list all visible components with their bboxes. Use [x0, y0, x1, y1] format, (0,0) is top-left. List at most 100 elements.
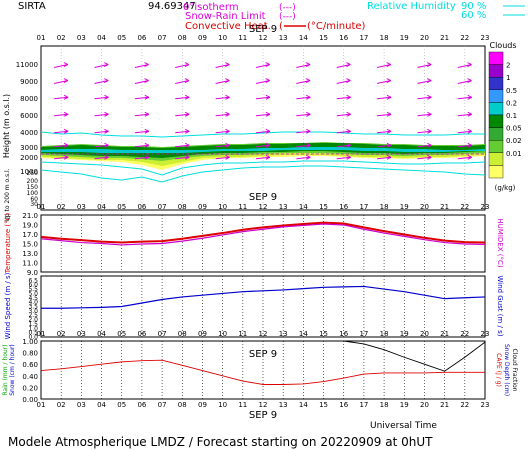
wind-arrow-head — [144, 62, 149, 67]
hour-tick-label: 07 — [158, 203, 167, 211]
temp-tick-label: 13.0 — [22, 250, 38, 258]
wind-arrow-head — [386, 142, 392, 148]
date-label: SEP 9 — [249, 410, 277, 421]
snowrain-dash: (---) — [279, 12, 296, 22]
snow-axis-label: Snow (cm / hour) — [9, 344, 16, 396]
lowlevel-tick-label: 250 — [27, 170, 39, 177]
hour-tick-label: 04 — [97, 401, 106, 409]
wind-tick-label: 5.5 — [28, 286, 38, 293]
wind-arrow-head — [144, 111, 150, 117]
wind-arrow-head — [306, 128, 311, 134]
hour-tick-label: 16 — [339, 203, 348, 211]
colorbar-swatch — [488, 64, 504, 78]
hour-tick-label: 13 — [279, 401, 288, 409]
hour-tick-label: 05 — [117, 203, 126, 211]
isotherm-label: 0°isotherm — [183, 2, 239, 13]
wind-arrow — [417, 64, 432, 68]
wind-arrow — [417, 156, 432, 160]
hour-tick-label: 14 — [299, 401, 308, 409]
hour-tick-label: 18 — [380, 34, 389, 42]
colorbar-swatch — [488, 51, 504, 65]
hour-tick-label: 10 — [218, 203, 227, 211]
rain-tick-label: 0.40 — [22, 373, 38, 381]
wind-arrow-head — [306, 94, 311, 100]
wind-arrow — [377, 113, 392, 117]
wind-arrow — [336, 113, 351, 117]
hour-tick-label: 19 — [400, 203, 409, 211]
wind-arrow — [376, 80, 391, 84]
wind-arrow-head — [265, 94, 271, 100]
wind-arrow-head — [265, 142, 271, 148]
rain-line — [40, 359, 485, 385]
height-axis-label: Height (m o.s.l.) — [2, 94, 11, 158]
wind-arrow — [54, 64, 68, 68]
wind-arrow-head — [184, 111, 190, 117]
wind-arrow-head — [265, 78, 270, 83]
wind-arrow — [457, 64, 472, 68]
hour-tick-label: 11 — [238, 34, 247, 42]
wind-arrow — [134, 144, 149, 148]
hour-tick-label: 23 — [481, 34, 490, 42]
wind-arrow-head — [467, 154, 472, 160]
hour-tick-label: 16 — [339, 34, 348, 42]
hour-tick-label: 12 — [259, 203, 268, 211]
humidex-line — [40, 223, 486, 246]
hour-tick-label: 02 — [57, 34, 66, 42]
hour-tick-label: 08 — [178, 203, 187, 211]
hour-tick-label: 21 — [440, 401, 449, 409]
wind-arrow — [336, 130, 351, 134]
wind-arrow-head — [467, 78, 472, 83]
colorbar-tick-label: 1 — [506, 74, 510, 82]
rain-tick-label: 0.80 — [22, 350, 38, 358]
wind-speed-line — [41, 285, 486, 309]
wind-arrow — [336, 144, 351, 148]
hour-tick-label: 06 — [137, 401, 146, 409]
colorbar-tick-label: 0.01 — [506, 150, 522, 158]
colorbar-tick-label: 0.5 — [506, 87, 517, 95]
rain-tick-label: 0.60 — [22, 361, 38, 369]
hour-tick-label: 20 — [420, 401, 429, 409]
cloudfraction-axis-label: Cloud Fraction — [511, 349, 518, 392]
temperature-line — [40, 221, 486, 244]
height-tick-label: 6000 — [20, 112, 38, 120]
wind-arrow — [54, 113, 69, 117]
hour-tick-label: 14 — [299, 34, 308, 42]
wind-tick-label: 6.5 — [28, 277, 38, 284]
wind-arrow-head — [265, 154, 271, 160]
wind-arrow-head — [346, 128, 351, 134]
wind-arrow-head — [225, 154, 230, 160]
rain-tick-label: 0.00 — [22, 396, 38, 404]
wind-arrow-head — [104, 142, 109, 148]
lowlevel-tick-label: 60 — [30, 196, 38, 203]
temp-tick-label: 21.0 — [22, 212, 38, 220]
wind-arrow — [296, 144, 311, 148]
temp-axis-label: Temperature (°C) — [4, 213, 12, 275]
wind-tick-label: 2.5 — [28, 312, 38, 319]
height-tick-label: 1000 — [20, 168, 38, 176]
wind-arrow — [417, 144, 432, 148]
colorbar-swatch — [488, 89, 504, 103]
wind-arrow-head — [265, 62, 270, 67]
wind-arrow — [255, 156, 270, 160]
wind-arrow — [175, 113, 190, 117]
colorbar-swatch — [488, 139, 504, 153]
wind-arrow-head — [225, 111, 230, 117]
hour-tick-label: 03 — [77, 203, 86, 211]
wind-tick-label: 1.0 — [28, 325, 38, 332]
wind-arrow-head — [386, 62, 392, 67]
colorbar-unit: (g/kg) — [495, 184, 516, 192]
convective-label: Convective Heat. — [185, 21, 271, 32]
wind-arrow — [175, 130, 190, 134]
wind-arrow — [94, 64, 109, 68]
wind-arrow-head — [144, 142, 150, 148]
wind-arrow — [215, 113, 230, 117]
hour-tick-label: 14 — [299, 203, 308, 211]
wind-arrow-head — [104, 78, 109, 83]
wind-arrow — [54, 144, 69, 148]
wind-arrow — [296, 156, 311, 160]
coords-label: 94.69347 — [148, 1, 196, 12]
colorbar-tick-label: 2 — [506, 62, 510, 70]
cape-axis-label: CAPE (J / g) — [495, 353, 502, 387]
colorbar-swatch — [488, 152, 504, 166]
wind-arrow-head — [346, 94, 351, 100]
